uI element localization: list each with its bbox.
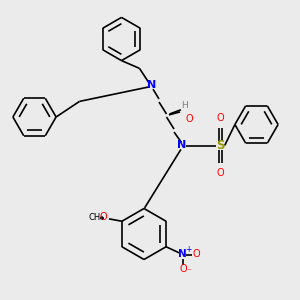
- Text: O: O: [217, 113, 224, 123]
- Text: +: +: [185, 245, 191, 254]
- Text: S: S: [216, 139, 225, 152]
- Text: ⁻: ⁻: [187, 268, 192, 277]
- Text: O: O: [179, 264, 187, 274]
- Text: N: N: [178, 249, 187, 259]
- Text: O: O: [185, 114, 193, 124]
- Text: CH₃: CH₃: [88, 212, 103, 221]
- Text: N: N: [177, 140, 186, 151]
- Text: H: H: [181, 101, 188, 110]
- Text: N: N: [147, 80, 156, 91]
- Text: O: O: [217, 168, 224, 178]
- Text: O: O: [99, 212, 107, 222]
- Text: O: O: [192, 249, 200, 259]
